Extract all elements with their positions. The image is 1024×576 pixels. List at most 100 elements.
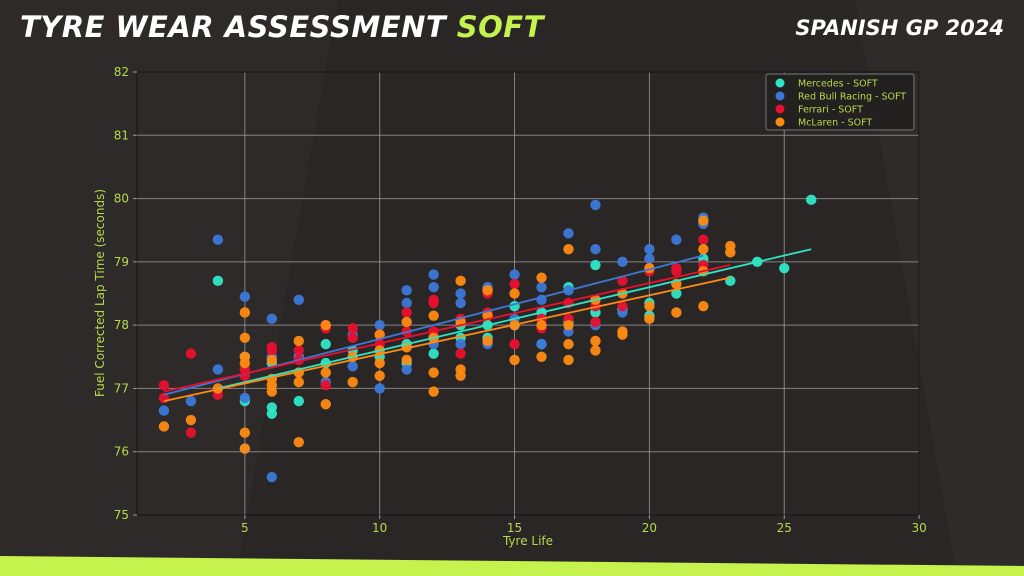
data-point: [320, 319, 331, 331]
data-point: [698, 300, 709, 312]
data-point: [671, 307, 682, 318]
data-point: [563, 319, 574, 331]
data-point: [293, 294, 304, 306]
data-point: [509, 338, 520, 350]
legend-label: Ferrari - SOFT: [798, 105, 863, 116]
data-point: [212, 234, 224, 245]
data-point: [185, 427, 197, 438]
data-point: [536, 281, 547, 293]
data-point: [536, 351, 547, 362]
data-point: [617, 256, 628, 268]
y-tick-label: 81: [114, 128, 129, 142]
chart-grid: [137, 71, 920, 516]
data-point: [185, 348, 197, 359]
data-point: [266, 345, 278, 356]
data-point: [590, 259, 601, 271]
data-point: [590, 199, 601, 211]
data-point: [239, 392, 251, 404]
data-points: [158, 194, 817, 483]
data-point: [293, 345, 304, 356]
data-point: [158, 380, 170, 391]
x-tick-label: 30: [911, 521, 926, 535]
data-point: [239, 291, 251, 302]
data-point: [455, 370, 466, 381]
data-point: [725, 247, 736, 258]
data-point: [374, 329, 385, 340]
data-point: [266, 386, 278, 397]
y-tick-label: 77: [114, 381, 129, 395]
data-point: [590, 316, 601, 328]
chart-legend: Mercedes - SOFT Red Bull Racing - SOFT Fer…: [765, 73, 915, 131]
data-point: [320, 380, 331, 391]
trend-line: [163, 276, 731, 402]
x-axis-label: Tyre Life: [502, 534, 553, 548]
x-tick-label: 10: [372, 521, 387, 535]
legend-label: Mercedes - SOFT: [798, 79, 878, 90]
data-point: [212, 275, 224, 287]
data-point: [590, 335, 601, 347]
data-point: [725, 275, 736, 287]
legend-marker: [775, 91, 785, 101]
data-point: [698, 244, 709, 255]
data-point: [293, 376, 304, 388]
data-point: [644, 300, 655, 312]
data-point: [347, 361, 358, 372]
data-point: [374, 370, 385, 381]
accent-band: [0, 556, 1024, 576]
plot-frame: [136, 71, 920, 516]
title-main: TYRE WEAR ASSESSMENT: [20, 10, 447, 44]
data-point: [158, 405, 170, 416]
data-point: [671, 234, 682, 245]
data-point: [347, 332, 358, 343]
data-point: [455, 297, 466, 309]
data-point: [536, 319, 547, 331]
data-point: [428, 297, 439, 309]
data-point: [401, 316, 412, 328]
data-point: [590, 345, 601, 356]
data-point: [266, 354, 278, 366]
trend-line: [163, 264, 731, 393]
data-point: [644, 253, 655, 264]
data-point: [509, 269, 520, 280]
data-point: [347, 376, 358, 388]
legend-marker: [775, 117, 785, 127]
data-point: [617, 329, 628, 340]
data-point: [563, 338, 574, 350]
data-point: [239, 307, 251, 318]
data-point: [347, 323, 358, 334]
data-point: [239, 443, 251, 454]
data-point: [698, 234, 709, 245]
y-tick-label: 75: [114, 508, 129, 522]
data-point: [617, 300, 628, 312]
data-point: [482, 285, 493, 296]
data-point: [293, 395, 304, 407]
data-point: [185, 414, 197, 426]
x-tick-label: 25: [777, 521, 792, 535]
data-point: [455, 338, 466, 350]
data-point: [266, 408, 278, 419]
data-point: [266, 313, 278, 325]
legend-box: [765, 73, 915, 131]
data-point: [617, 275, 628, 287]
data-point: [590, 244, 601, 255]
legend-label: Red Bull Racing - SOFT: [798, 92, 906, 103]
data-point: [428, 269, 439, 280]
data-point: [671, 266, 682, 277]
data-point: [374, 383, 385, 394]
data-point: [455, 288, 466, 299]
y-tick-label: 82: [114, 65, 129, 79]
y-tick-label: 78: [114, 318, 129, 332]
data-point: [374, 357, 385, 369]
legend-marker: [775, 78, 785, 88]
data-point: [536, 272, 547, 283]
data-point: [563, 244, 574, 255]
data-point: [401, 297, 412, 309]
data-point: [320, 338, 331, 350]
data-point: [779, 262, 790, 274]
data-point: [509, 354, 520, 366]
x-tick-label: 20: [642, 521, 657, 535]
y-tick-label: 76: [114, 445, 129, 459]
data-point: [401, 307, 412, 318]
data-point: [482, 335, 493, 347]
